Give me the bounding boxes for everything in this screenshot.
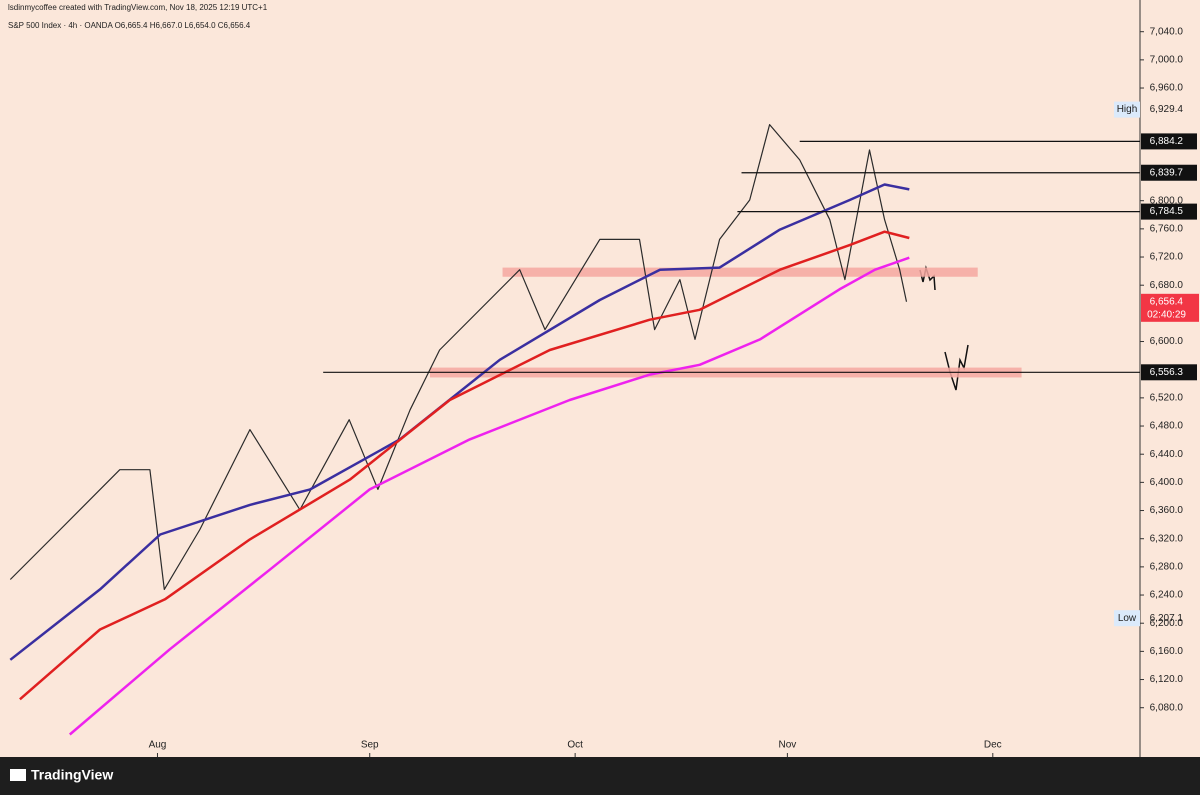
series-line <box>19 230 910 701</box>
footer-bar <box>0 757 1200 795</box>
y-tick-label: 7,040.0 <box>1150 26 1184 37</box>
last-price-box <box>1141 293 1199 322</box>
y-tick-label: 6,680.0 <box>1150 280 1184 291</box>
level-label: 6,884.2 <box>1150 136 1184 147</box>
x-tick-label: Nov <box>778 740 796 751</box>
y-tick-label: 6,480.0 <box>1150 421 1184 432</box>
y-tick-label: 6,360.0 <box>1150 505 1184 516</box>
level-label-box <box>1141 203 1197 220</box>
series-line <box>68 256 910 736</box>
level-label: 6,839.7 <box>1150 167 1184 178</box>
low-name-box <box>1114 610 1140 627</box>
x-tick-label: Sep <box>361 740 379 751</box>
level-label-box <box>1141 364 1197 381</box>
high-name: High <box>1117 104 1138 115</box>
y-tick-label: 6,760.0 <box>1150 224 1184 235</box>
x-tick-label: Oct <box>567 740 583 751</box>
y-tick-label: 6,200.0 <box>1150 618 1184 629</box>
low-value: 6,207.1 <box>1150 613 1184 624</box>
y-tick-label: 6,080.0 <box>1150 702 1184 713</box>
y-tick-label: 6,320.0 <box>1150 533 1184 544</box>
last-price: 6,656.4 <box>1150 296 1184 307</box>
x-tick-label: Aug <box>149 740 167 751</box>
y-tick-label: 6,600.0 <box>1150 336 1184 347</box>
y-tick-label: 6,520.0 <box>1150 393 1184 404</box>
y-tick-label: 6,120.0 <box>1150 674 1184 685</box>
y-tick-label: 6,960.0 <box>1150 83 1184 94</box>
brand-logo <box>10 769 26 781</box>
high-name-box <box>1114 101 1140 118</box>
level-label-box <box>1141 164 1197 181</box>
chart-background <box>0 0 1200 757</box>
chart-subtitle: S&P 500 Index · 4h · OANDA O6,665.4 H6,6… <box>8 21 251 30</box>
y-tick-label: 6,440.0 <box>1150 449 1184 460</box>
y-tick-label: 6,280.0 <box>1150 562 1184 573</box>
y-tick-label: 6,800.0 <box>1150 195 1184 206</box>
zone <box>502 267 978 277</box>
level-label-box <box>1141 133 1197 150</box>
y-tick-label: 6,400.0 <box>1150 477 1184 488</box>
level-label: 6,556.3 <box>1150 367 1184 378</box>
x-tick-label: Dec <box>984 740 1002 751</box>
low-name: Low <box>1118 613 1137 624</box>
high-value: 6,929.4 <box>1150 104 1184 115</box>
brand: TradingView <box>31 767 113 783</box>
chart-title: lsdinmycoffee created with TradingView.c… <box>8 3 268 12</box>
series-line <box>9 183 910 661</box>
level-label: 6,784.5 <box>1150 206 1184 217</box>
y-tick-label: 6,160.0 <box>1150 646 1184 657</box>
y-tick-label: 7,000.0 <box>1150 54 1184 65</box>
series-line <box>9 124 908 590</box>
countdown: 02:40:29 <box>1147 309 1186 320</box>
y-tick-label: 6,240.0 <box>1150 590 1184 601</box>
y-tick-label: 6,720.0 <box>1150 252 1184 263</box>
